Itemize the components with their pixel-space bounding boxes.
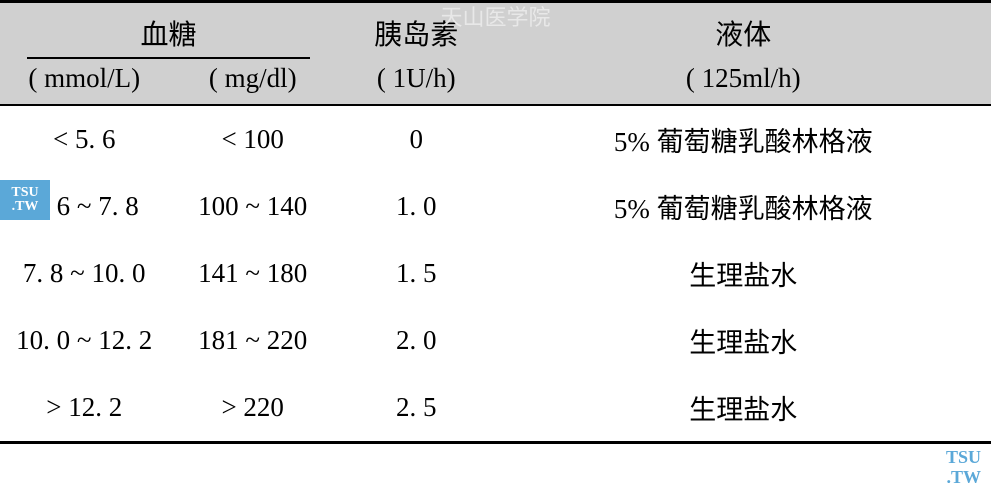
table-row: 7. 8 ~ 10. 0 141 ~ 180 1. 5 生理盐水 <box>0 240 991 307</box>
insulin-dosage-table: 血糖 胰岛素 液体 ( mmol/L) ( mg/dl) ( 1U/h) ( 1… <box>0 0 991 444</box>
cell-insulin: 1. 0 <box>337 173 496 240</box>
header-insulin-label: 胰岛素 <box>337 2 496 60</box>
cell-fluid: 5% 葡萄糖乳酸林格液 <box>495 105 991 173</box>
cell-insulin: 2. 0 <box>337 307 496 374</box>
table-body: < 5. 6 < 100 0 5% 葡萄糖乳酸林格液 5. 6 ~ 7. 8 1… <box>0 105 991 443</box>
cell-mgdl: < 100 <box>168 105 336 173</box>
cell-mgdl: > 220 <box>168 374 336 443</box>
cell-fluid: 5% 葡萄糖乳酸林格液 <box>495 173 991 240</box>
header-sugar-group: 血糖 <box>0 2 337 60</box>
table-row: 5. 6 ~ 7. 8 100 ~ 140 1. 0 5% 葡萄糖乳酸林格液 <box>0 173 991 240</box>
cell-mgdl: 141 ~ 180 <box>168 240 336 307</box>
cell-mmol: 5. 6 ~ 7. 8 <box>0 173 168 240</box>
header-insulin-unit: ( 1U/h) <box>337 59 496 105</box>
cell-insulin: 0 <box>337 105 496 173</box>
table-header: 血糖 胰岛素 液体 ( mmol/L) ( mg/dl) ( 1U/h) ( 1… <box>0 2 991 106</box>
table-row: < 5. 6 < 100 0 5% 葡萄糖乳酸林格液 <box>0 105 991 173</box>
cell-mmol: < 5. 6 <box>0 105 168 173</box>
table-header-row-1: 血糖 胰岛素 液体 <box>0 2 991 60</box>
cell-insulin: 2. 5 <box>337 374 496 443</box>
cell-fluid: 生理盐水 <box>495 374 991 443</box>
cell-mmol: > 12. 2 <box>0 374 168 443</box>
cell-mmol: 7. 8 ~ 10. 0 <box>0 240 168 307</box>
header-mmol: ( mmol/L) <box>0 59 168 105</box>
cell-mgdl: 100 ~ 140 <box>168 173 336 240</box>
cell-fluid: 生理盐水 <box>495 307 991 374</box>
table-container: 血糖 胰岛素 液体 ( mmol/L) ( mg/dl) ( 1U/h) ( 1… <box>0 0 991 503</box>
cell-mmol: 10. 0 ~ 12. 2 <box>0 307 168 374</box>
table-row: 10. 0 ~ 12. 2 181 ~ 220 2. 0 生理盐水 <box>0 307 991 374</box>
cell-insulin: 1. 5 <box>337 240 496 307</box>
header-mgdl: ( mg/dl) <box>168 59 336 105</box>
cell-mgdl: 181 ~ 220 <box>168 307 336 374</box>
header-fluid-unit: ( 125ml/h) <box>495 59 991 105</box>
table-row: > 12. 2 > 220 2. 5 生理盐水 <box>0 374 991 443</box>
cell-fluid: 生理盐水 <box>495 240 991 307</box>
header-fluid-label: 液体 <box>495 2 991 60</box>
table-header-row-2: ( mmol/L) ( mg/dl) ( 1U/h) ( 125ml/h) <box>0 59 991 105</box>
